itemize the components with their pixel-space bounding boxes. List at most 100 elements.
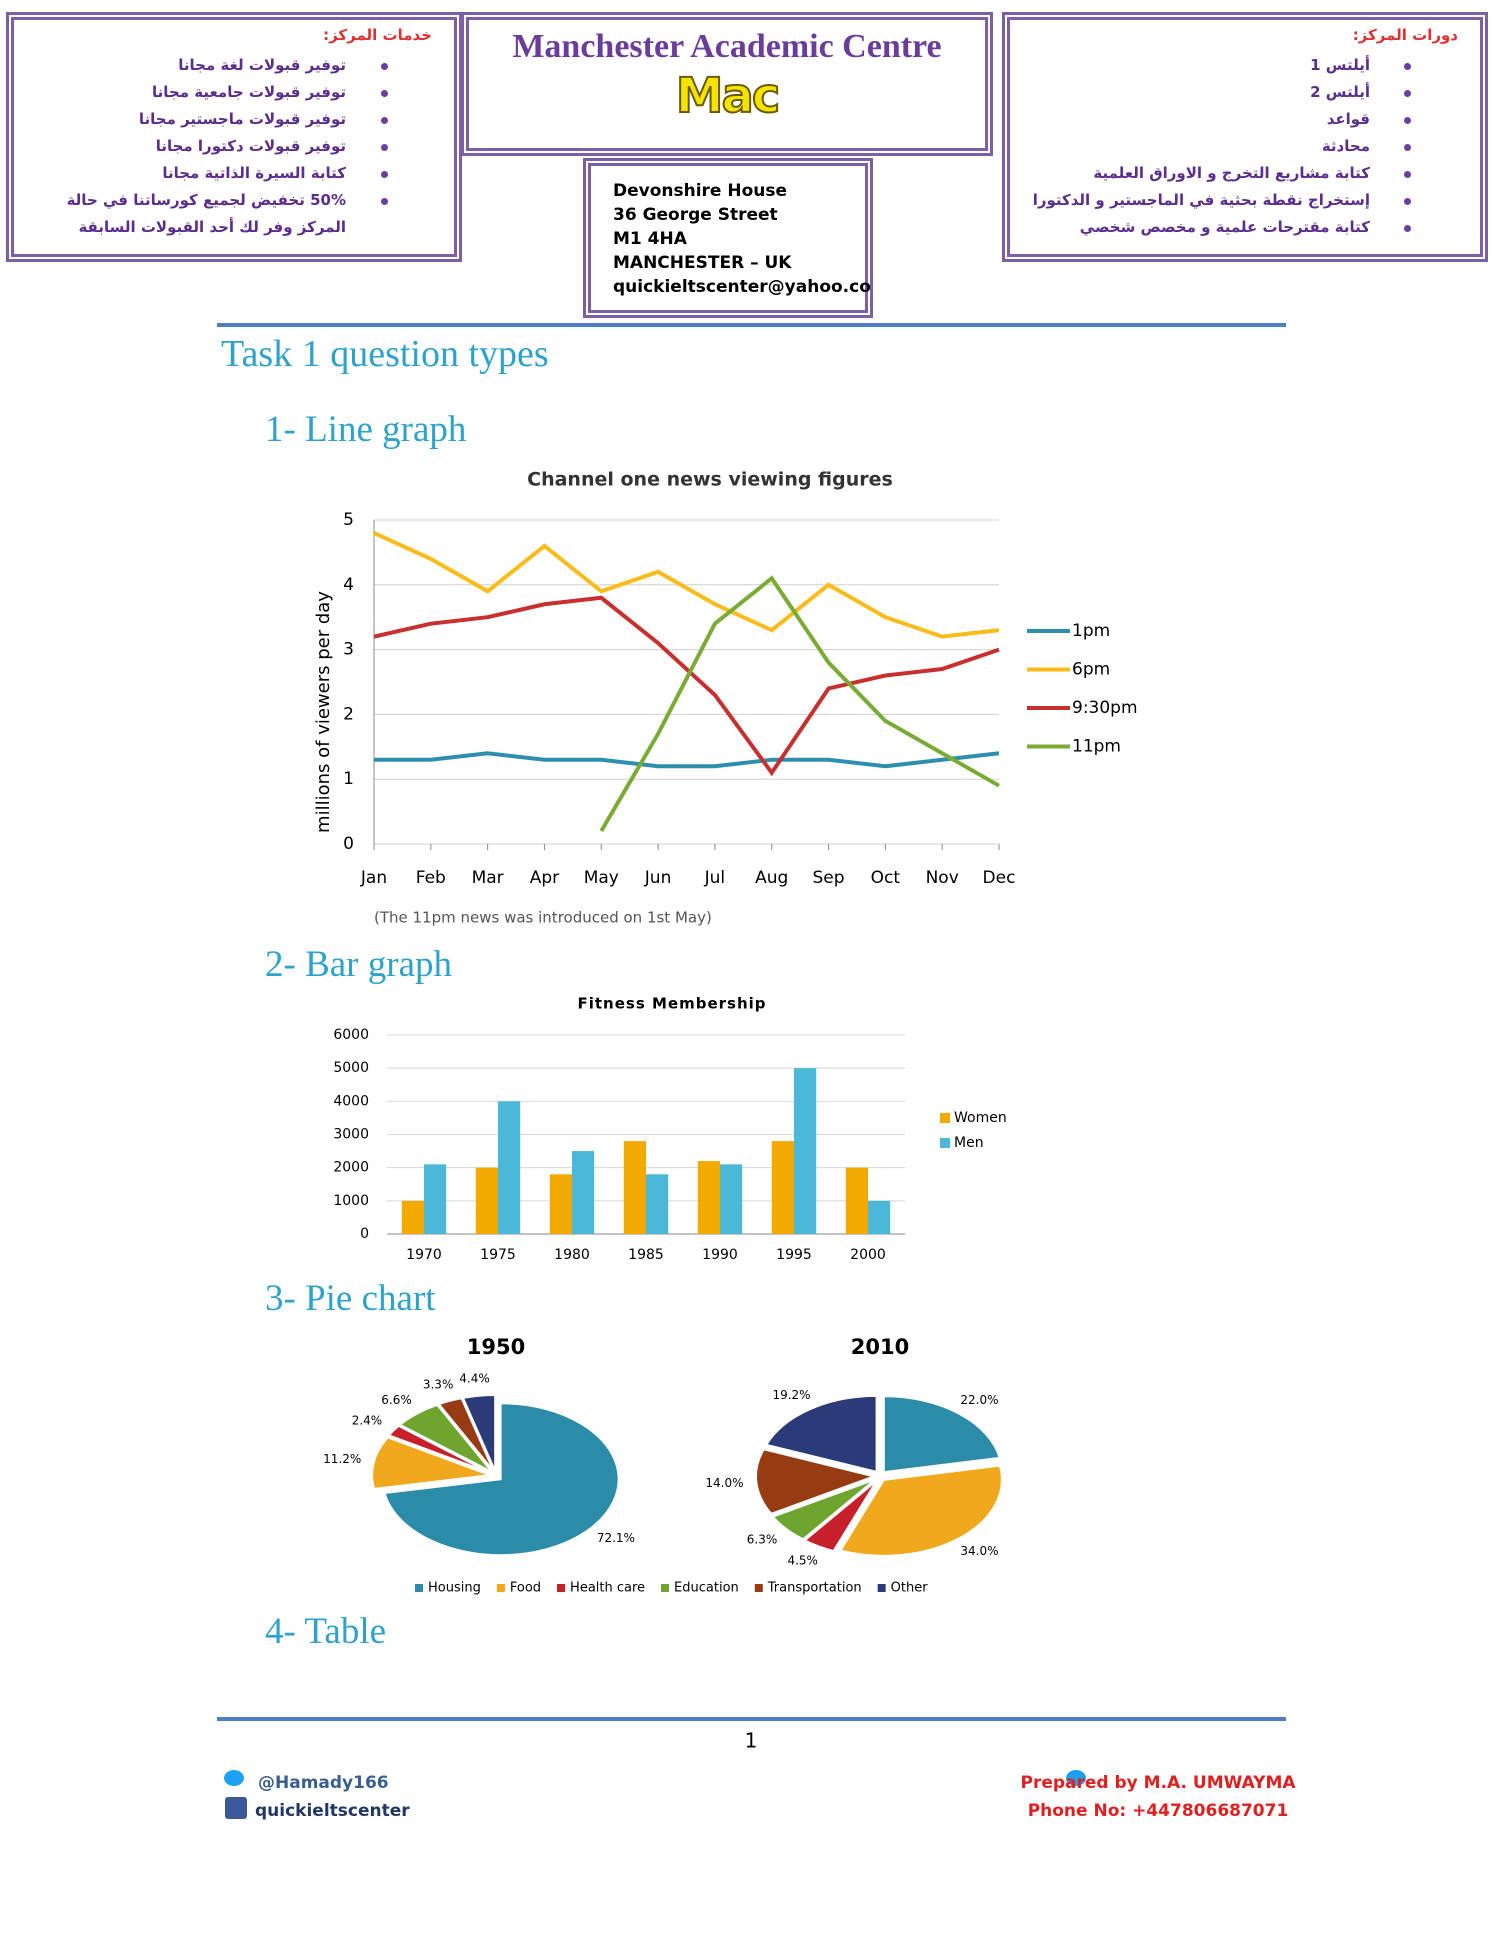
x-tick-label: Dec [983,868,1016,888]
x-tick-label: Mar [472,868,504,888]
bar [401,1200,424,1234]
bar [845,1167,868,1234]
courses-box [1002,12,1488,262]
course-item: إستخراج نقطة بحثية في الماجستير و الدكتو… [1032,191,1370,209]
section-heading: 3- Pie chart [265,1278,436,1319]
course-item: أيلتس 2 [1310,83,1370,101]
pie-value-label: 3.3% [423,1377,454,1391]
legend-label: 11pm [1072,737,1121,757]
legend-label: Housing [428,1581,481,1596]
prepared-by: Prepared by M.A. UMWAYMA [1020,1773,1296,1793]
pie-value-label: 22.0% [960,1393,998,1407]
service-item: توفير قبولات لغة مجانا [178,56,346,74]
y-axis-label: millions of viewers per day [313,591,334,833]
bullet [1404,117,1411,124]
address-line: quickieltscenter@yahoo.co [613,277,871,297]
address-line: M1 4HA [613,229,687,249]
chart-title: Fitness Membership [577,995,766,1013]
legend-label: Education [674,1581,739,1596]
x-tick-label: 1990 [702,1247,738,1263]
section-heading: 2- Bar graph [265,944,452,985]
address-box [583,158,873,318]
legend-swatch [940,1113,950,1123]
bar [697,1161,720,1234]
legend-label: 1pm [1072,621,1110,641]
twitter-icon [224,1770,244,1786]
pie-title: 1950 [467,1335,525,1359]
pie-value-label: 4.4% [459,1371,490,1385]
legend-swatch [557,1584,566,1592]
bar [572,1151,595,1234]
pie-slice [387,1424,492,1475]
twitter-handle: @Hamady166 [258,1773,389,1793]
note: (The 11pm news was introduced on 1st May… [374,909,712,927]
chart-title: Channel one news viewing figures [527,469,893,491]
y-tick-label: 4000 [333,1093,369,1109]
course-item: كتابة مشاريع التخرج و الاوراق العلمية [1093,164,1370,182]
bullet [381,63,388,70]
bar [646,1174,669,1234]
x-tick-label: Jul [704,868,726,888]
legend-swatch [877,1584,886,1592]
legend-label: 6pm [1072,660,1110,680]
address-line: Devonshire House [613,181,788,201]
x-tick-label: May [584,868,619,888]
pie-slice [398,1403,493,1474]
bar [868,1200,891,1234]
bullet [1404,90,1411,97]
pie-slice [802,1479,878,1553]
section-heading: 4- Table [265,1611,387,1652]
pie-title: 2010 [851,1335,909,1359]
pie-value-label: 19.2% [772,1388,810,1402]
pie-slice [882,1395,1002,1474]
title-box [461,12,993,156]
x-tick-label: 1995 [776,1247,812,1263]
legend-label: 9:30pm [1072,698,1138,718]
service-item: 50% تخفيض لجميع كورساتنا في حالة المركز … [66,191,346,236]
x-tick-label: 1980 [554,1247,590,1263]
service-item: كتابة السيرة الذاتية مجانا [162,164,346,182]
services-box [6,12,462,262]
legend-swatch [754,1584,763,1592]
pie-slice [461,1394,497,1472]
course-item: قواعد [1326,110,1370,128]
bar [549,1174,572,1234]
pie-slice [764,1394,878,1474]
x-tick-label: Oct [871,868,901,888]
x-tick-label: Apr [530,868,559,888]
bar [794,1068,817,1234]
x-tick-label: 1985 [628,1247,664,1263]
centre-title: Manchester Academic Centre [512,28,942,65]
pie-slice [755,1448,878,1515]
bar [498,1101,521,1234]
section-heading: 1- Line graph [265,409,467,450]
x-tick-label: 1970 [406,1247,442,1263]
legend-label: Women [954,1110,1007,1126]
bar [623,1141,646,1234]
page-number: 1 [745,1729,758,1753]
y-tick-label: 1000 [333,1193,369,1209]
twitter-icon [1066,1770,1086,1786]
y-tick-label: 3000 [333,1127,369,1143]
logo: Mac [675,67,782,125]
bullet [1404,225,1411,232]
service-item: توفير قبولات جامعية مجانا [152,83,346,101]
y-tick-label: 1 [343,769,354,789]
pie-slice [383,1402,620,1557]
bar [720,1164,743,1234]
address-line: MANCHESTER – UK [613,253,792,273]
pie-value-label: 4.5% [787,1554,818,1568]
rule [217,1717,1286,1721]
facebook-icon [225,1797,247,1819]
course-item: محادثة [1321,137,1370,155]
bar [771,1141,794,1234]
course-item: كتابة مقترحات علمية و مخصص شخصي [1079,218,1370,236]
legend-swatch [496,1584,505,1592]
x-tick-label: 1975 [480,1247,516,1263]
address-line: 36 George Street [613,205,778,225]
bar [424,1164,447,1234]
y-tick-label: 6000 [333,1027,369,1043]
bullet [381,117,388,124]
